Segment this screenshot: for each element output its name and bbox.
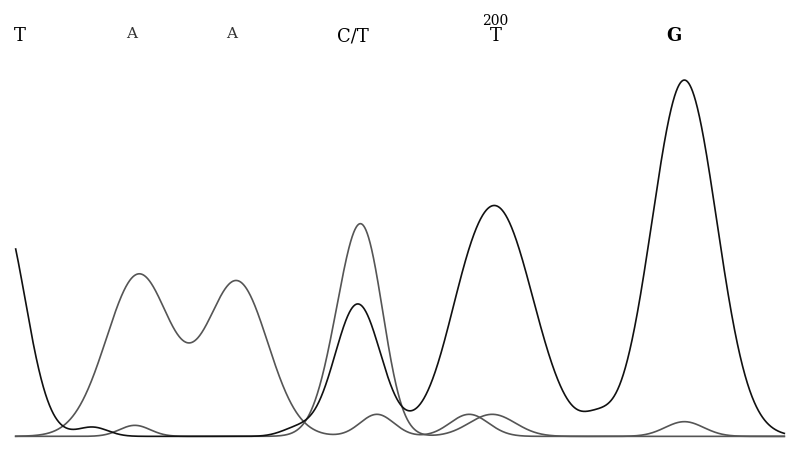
Text: 200: 200 [482, 14, 509, 28]
Text: T: T [490, 27, 502, 45]
Text: T: T [14, 27, 26, 45]
Text: C/T: C/T [338, 27, 369, 45]
Text: G: G [666, 27, 682, 45]
Text: A: A [126, 27, 137, 41]
Text: A: A [226, 27, 237, 41]
